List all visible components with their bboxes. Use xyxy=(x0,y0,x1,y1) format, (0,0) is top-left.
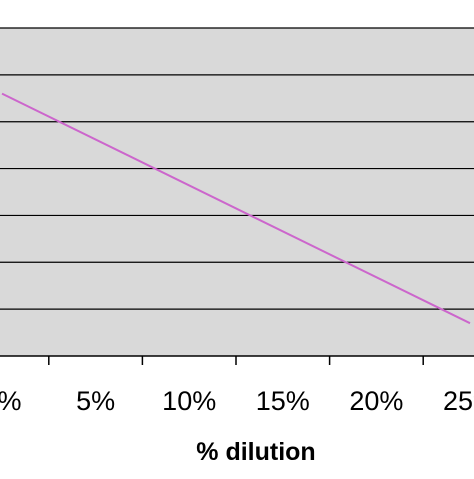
gridlines xyxy=(0,27,474,310)
series-line xyxy=(1,92,471,325)
series-layer xyxy=(1,92,471,325)
x-tick-label: 0% xyxy=(0,386,22,416)
x-tick-label: 5% xyxy=(76,386,115,416)
x-tick-label: 10% xyxy=(162,386,216,416)
x-tick-label: 15% xyxy=(256,386,310,416)
x-axis-tick-labels: 0% 5% 10% 15% 20% 25% xyxy=(0,386,474,416)
x-axis-ticks xyxy=(48,356,424,365)
x-tick-label: 25% xyxy=(443,386,474,416)
x-tick-label: 20% xyxy=(349,386,403,416)
plot-area xyxy=(0,28,474,356)
x-axis-label: % dilution xyxy=(196,438,315,466)
